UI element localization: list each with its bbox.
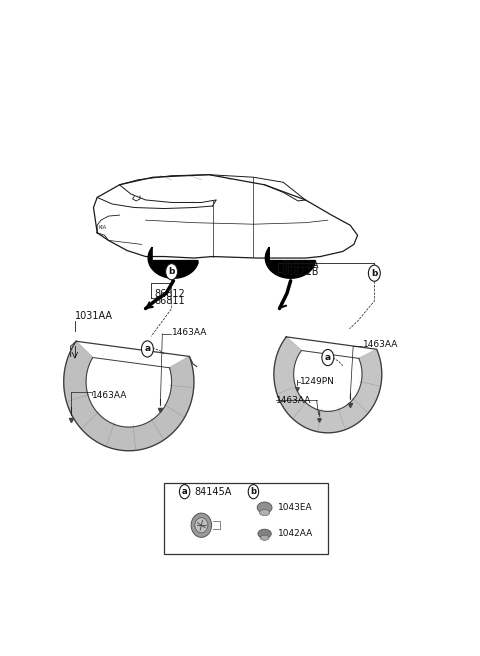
Circle shape — [368, 265, 380, 281]
Text: 86812: 86812 — [155, 289, 186, 299]
Polygon shape — [64, 341, 194, 451]
Text: 1031AA: 1031AA — [75, 311, 113, 321]
Text: b: b — [251, 487, 256, 496]
Text: 86811: 86811 — [155, 296, 185, 306]
Text: 1042AA: 1042AA — [277, 529, 313, 538]
Text: 1043EA: 1043EA — [277, 503, 312, 512]
Text: 84145A: 84145A — [194, 487, 231, 497]
Text: 1249PN: 1249PN — [300, 377, 335, 386]
Text: 86821B: 86821B — [281, 267, 319, 277]
Text: 1463AA: 1463AA — [172, 328, 207, 337]
FancyBboxPatch shape — [164, 483, 328, 554]
Ellipse shape — [258, 529, 271, 539]
Circle shape — [180, 485, 190, 499]
Circle shape — [142, 341, 154, 357]
Polygon shape — [274, 337, 382, 433]
Ellipse shape — [195, 518, 208, 533]
Polygon shape — [265, 247, 315, 278]
Text: 1463AA: 1463AA — [276, 396, 311, 405]
Ellipse shape — [259, 510, 270, 516]
Text: a: a — [182, 487, 187, 496]
Text: KIA: KIA — [99, 225, 107, 230]
Circle shape — [248, 485, 259, 499]
Text: 1463AA: 1463AA — [92, 391, 127, 400]
Text: a: a — [325, 353, 331, 362]
Text: 1463AA: 1463AA — [363, 340, 398, 350]
Ellipse shape — [260, 535, 269, 541]
Text: 86822A: 86822A — [281, 260, 319, 270]
Circle shape — [166, 264, 178, 279]
Polygon shape — [148, 247, 198, 278]
Text: b: b — [168, 267, 175, 276]
Ellipse shape — [191, 513, 212, 537]
Circle shape — [322, 350, 334, 365]
Ellipse shape — [257, 502, 272, 513]
Text: b: b — [371, 269, 378, 277]
Text: a: a — [144, 344, 151, 354]
